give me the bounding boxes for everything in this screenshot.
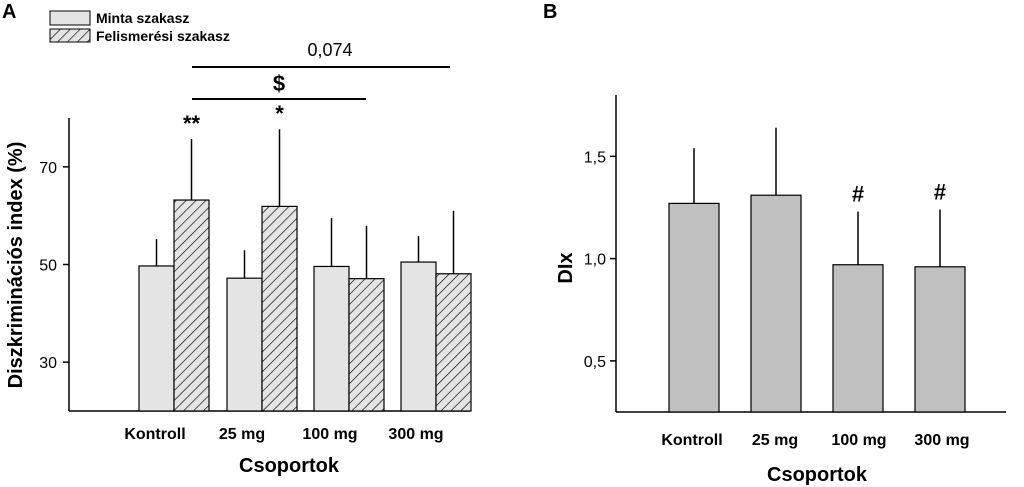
- panel-a-bar-minta: [226, 277, 263, 412]
- panel-a-bar-felismeresi: [261, 205, 298, 412]
- legend-label-minta: Minta szakasz: [96, 10, 189, 26]
- panel-a-ytick-label: 50: [39, 258, 57, 275]
- panel-a-bar-felismeresi: [435, 273, 472, 412]
- panel-b-letter: B: [543, 1, 557, 23]
- legend-label-felismeresi: Felismerési szakasz: [96, 28, 230, 44]
- legend-swatch-felismeresi: [49, 28, 91, 43]
- panel-b-significance-marker: #: [852, 182, 864, 207]
- panel-a-bar-minta: [313, 265, 350, 412]
- panel-b-ytick-label: 0,5: [584, 354, 606, 371]
- bracket-top-label: 0,074: [307, 40, 352, 60]
- panel-b-category-label: 25 mg: [752, 432, 798, 449]
- panel-a-ylabel: Diszkriminációs index (%): [5, 142, 27, 389]
- panel-a-category-label: Kontroll: [124, 426, 185, 443]
- panel-a-category-label: 100 mg: [302, 426, 357, 443]
- panel-a-ytick-label: 70: [39, 160, 57, 177]
- panel-b-category-label: 100 mg: [831, 432, 886, 449]
- panel-a-category-label: 25 mg: [219, 426, 265, 443]
- bracket-mid-label: $: [273, 71, 285, 96]
- panel-b-category-label: Kontroll: [661, 432, 722, 449]
- panel-b-ytick-label: 1,0: [584, 252, 606, 269]
- legend-swatch-minta: [49, 10, 91, 26]
- panel-b-category-label: 300 mg: [914, 432, 969, 449]
- panel-b-ytick-label: 1,5: [584, 149, 606, 166]
- panel-a-category-label: 300 mg: [388, 426, 443, 443]
- panel-b-significance-marker: #: [934, 180, 946, 205]
- panel-b-ylabel: DIx: [555, 252, 577, 283]
- panel-a-bar-minta: [400, 261, 437, 412]
- panel-a-significance-star: **: [183, 111, 201, 136]
- panel-b-bar: [914, 266, 966, 413]
- panel-a-significance-star: *: [275, 101, 284, 126]
- panel-b-xlabel: Csoportok: [767, 464, 868, 486]
- panel-a-bar-minta: [138, 265, 175, 412]
- panel-b-bar: [832, 264, 884, 413]
- panel-b-plot: 0,5 1,0 1,5 Kontroll 25 mg #100 mg #300 mg: [584, 95, 1006, 449]
- panel-b-bar: [668, 202, 720, 413]
- panel-a-letter: A: [2, 1, 16, 23]
- panel-a-bar-felismeresi: [348, 278, 385, 412]
- panel-a-ytick-label: 30: [39, 355, 57, 372]
- panel-a-plot: 30 50 70 ** Kontroll * 25 mg 100 mg 300 mg: [39, 101, 472, 443]
- panel-a-bar-felismeresi: [173, 199, 210, 412]
- panel-a-xlabel: Csoportok: [239, 455, 340, 477]
- panel-b-bar: [750, 194, 802, 413]
